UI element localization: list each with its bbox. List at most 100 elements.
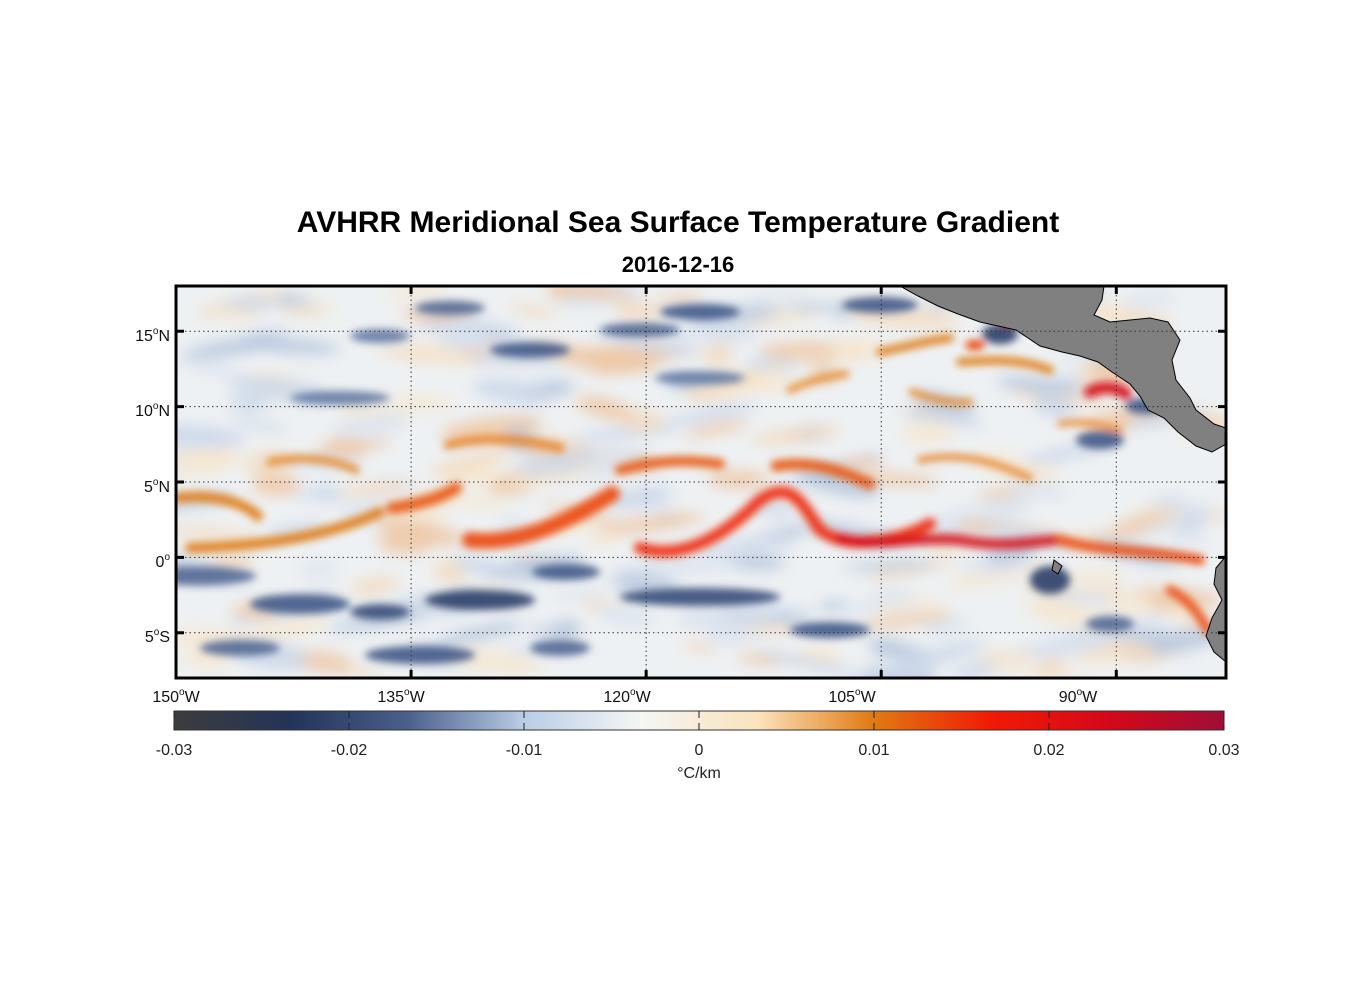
land-south-america: [1205, 555, 1226, 663]
tick-marks: [174, 286, 1226, 678]
field-texture: [1069, 652, 1127, 665]
field-texture: [176, 424, 246, 449]
land-galapagos: [1051, 559, 1063, 575]
colorbar: -0.03 -0.02 -0.01 0 0.01 0.02 0.03 °C/km: [156, 710, 1240, 782]
colorbar-tick-label: -0.02: [331, 742, 368, 759]
negative-gradient-band: [620, 588, 780, 606]
colorbar-tick-label: 0.03: [1208, 742, 1239, 759]
field-texture: [430, 450, 510, 476]
field-texture: [682, 640, 715, 654]
field-texture: [176, 464, 232, 485]
positive-gradient-front: [615, 456, 725, 475]
positive-gradient-front: [916, 453, 1034, 482]
field-texture: [1117, 291, 1177, 308]
positive-gradient-front: [266, 454, 360, 474]
field-texture: [958, 556, 1037, 575]
field-texture: [222, 296, 277, 312]
lon-label-150w: 150oW: [152, 687, 200, 706]
field-texture: [903, 407, 985, 428]
field-texture: [981, 660, 1084, 678]
negative-gradient-band: [250, 594, 350, 614]
field-texture: [441, 328, 488, 350]
lat-label-15n: 15oN: [135, 326, 170, 345]
field-texture: [955, 520, 995, 534]
negative-gradient-band: [290, 391, 390, 405]
field-texture: [620, 410, 666, 432]
field-texture: [575, 395, 639, 422]
field-texture: [972, 453, 1060, 482]
positive-gradient-front: [1055, 535, 1205, 565]
field-texture: [834, 458, 885, 471]
field-texture: [507, 303, 559, 318]
field-texture: [338, 481, 413, 497]
field-texture: [818, 600, 847, 612]
field-texture: [607, 562, 704, 574]
field-texture: [977, 651, 1037, 661]
map-subtitle: 2016-12-16: [621, 252, 735, 277]
field-texture: [829, 338, 884, 362]
field-texture: [1005, 479, 1068, 499]
field-texture: [1176, 502, 1216, 520]
negative-gradient-band: [532, 564, 600, 580]
field-texture: [230, 418, 288, 432]
field-texture: [721, 612, 813, 624]
field-texture: [243, 615, 330, 644]
positive-gradient-front: [443, 434, 565, 453]
positive-gradient-front: [770, 458, 876, 490]
colorbar-tick-label: 0.01: [858, 742, 889, 759]
field-texture: [514, 449, 598, 477]
colorbar-tick-label: -0.01: [506, 742, 543, 759]
longitude-labels: 150oW 135oW 120oW 105oW 90oW: [152, 687, 1098, 706]
negative-gradient-band: [1076, 431, 1124, 449]
negative-gradient-band: [415, 301, 485, 315]
negative-gradient-band: [176, 567, 256, 585]
field-texture: [373, 516, 464, 546]
field-texture: [393, 393, 457, 411]
colorbar-ticks: [173, 711, 1225, 730]
negative-gradient-band: [1030, 566, 1070, 594]
negative-gradient-band: [490, 342, 570, 358]
field-texture: [585, 531, 624, 547]
negative-gradient-band: [842, 297, 918, 313]
positive-gradient-front: [876, 334, 954, 356]
negative-gradient-band: [1086, 616, 1134, 632]
field-texture: [996, 376, 1085, 395]
field-texture: [757, 650, 861, 676]
field-texture: [387, 286, 449, 300]
field-texture: [252, 473, 301, 496]
field-texture: [176, 356, 239, 376]
field-texture: [874, 597, 932, 614]
negative-gradient-band: [530, 640, 590, 656]
map-title: AVHRR Meridional Sea Surface Temperature…: [296, 206, 1060, 239]
negative-gradient-band: [350, 329, 410, 343]
field-texture: [843, 560, 937, 571]
field-texture: [323, 437, 370, 457]
negative-gradient-band: [655, 371, 745, 385]
negative-gradient-band: [425, 590, 535, 610]
field-texture: [1043, 588, 1118, 608]
positive-gradient-front: [1084, 381, 1132, 400]
colorbar-tick-label: -0.03: [156, 742, 193, 759]
field-texture: [656, 293, 703, 304]
field-texture: [609, 486, 674, 510]
field-texture: [596, 329, 701, 357]
field-texture: [551, 589, 608, 600]
positive-gradient-front: [956, 356, 1054, 374]
field-texture: [744, 294, 817, 303]
positive-gradient-front: [965, 340, 985, 350]
field-texture: [332, 411, 410, 439]
field-texture: [176, 527, 262, 541]
field-texture: [543, 435, 586, 452]
lat-label-5n: 5oN: [144, 477, 170, 496]
field-texture: [211, 308, 262, 322]
lon-label-105w: 105oW: [828, 687, 876, 706]
field-texture: [707, 617, 764, 637]
field-texture: [1170, 529, 1206, 546]
field-texture: [852, 308, 960, 329]
lon-label-90w: 90oW: [1059, 687, 1098, 706]
colorbar-tick-label: 0.02: [1033, 742, 1064, 759]
field-texture: [1036, 658, 1067, 678]
negative-gradient-band: [660, 304, 740, 320]
colorbar-tick-label: 0: [695, 742, 704, 759]
field-texture: [749, 425, 842, 445]
